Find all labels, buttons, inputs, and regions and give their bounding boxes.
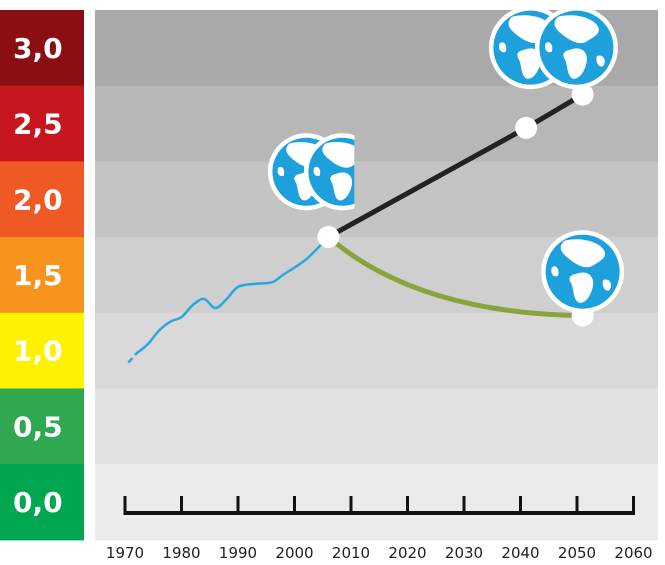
x-axis	[123, 496, 635, 515]
x-tick-label: 2020	[388, 544, 426, 562]
globe-icon	[541, 230, 625, 314]
globe-pair-2050	[488, 6, 618, 90]
data-markers	[317, 83, 594, 327]
historical-line	[135, 236, 330, 355]
x-tick-label: 2060	[614, 544, 652, 562]
x-tick-label: 2050	[558, 544, 596, 562]
x-tick-label: 1970	[106, 544, 144, 562]
globe-icon	[303, 133, 355, 211]
x-tick-label: 1990	[219, 544, 257, 562]
data-point-marker	[317, 225, 340, 248]
scale-block	[0, 161, 84, 238]
x-tick-label: 2000	[275, 544, 313, 562]
scale-label: 3,0	[13, 32, 63, 65]
scale-label: 0,0	[13, 486, 63, 519]
scale-block	[0, 464, 84, 541]
left-color-scale: 3,0 2,5 2,0 1,5 1,0 0,5 0,0	[0, 10, 84, 541]
scale-block	[0, 388, 84, 465]
data-point-marker	[515, 116, 538, 139]
x-tick-label: 2030	[445, 544, 483, 562]
globe-icon	[534, 6, 618, 90]
band	[95, 85, 658, 162]
historical-line-dashed	[127, 352, 138, 364]
scale-label: 1,0	[13, 335, 63, 368]
scale-label: 1,5	[13, 259, 63, 292]
band	[95, 161, 658, 238]
globe-icons	[267, 6, 625, 314]
scale-label: 2,5	[13, 108, 63, 141]
band	[95, 388, 658, 465]
scale-block	[0, 237, 84, 314]
scale-block	[0, 10, 84, 87]
globe-pair-2006	[267, 133, 355, 211]
band	[95, 464, 658, 541]
low-projection-line	[326, 235, 583, 319]
scale-block	[0, 85, 84, 162]
band	[95, 312, 658, 389]
scale-block	[0, 312, 84, 389]
scale-label: 0,5	[13, 410, 63, 443]
globe-single-2050	[541, 230, 625, 314]
x-tick-label: 2010	[332, 544, 370, 562]
scale-label: 2,0	[13, 183, 63, 216]
x-tick-labels: 1970 1980 1990 2000 2010 2020 2030 2040 2050 2060	[106, 544, 653, 562]
x-tick-label: 2040	[501, 544, 539, 562]
x-tick-label: 1980	[162, 544, 200, 562]
